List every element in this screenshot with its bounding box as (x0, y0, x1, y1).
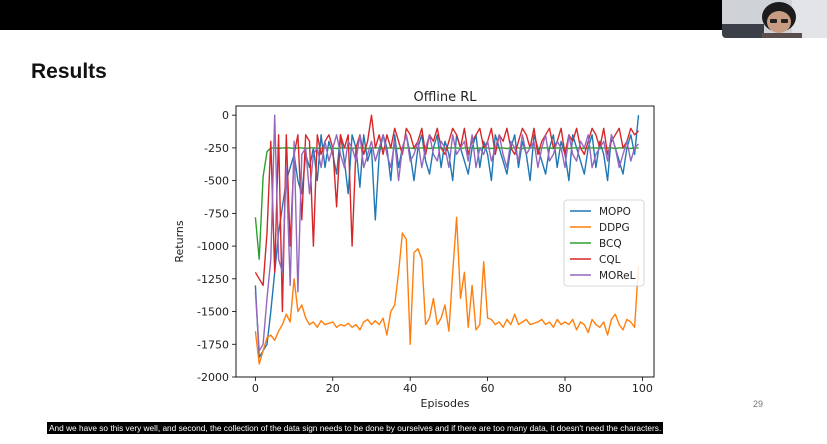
series-line-ddpg (254, 216, 640, 365)
y-tick-label: -2000 (197, 371, 229, 384)
y-tick-label: -750 (204, 207, 229, 220)
y-axis-label: Returns (173, 220, 186, 263)
series-line-cql (254, 114, 639, 313)
slide-page-number: 29 (753, 399, 764, 409)
x-tick-label: 80 (558, 382, 572, 395)
series-line-morel (254, 114, 639, 352)
y-tick-label: 0 (222, 109, 229, 122)
legend-label-bcq: BCQ (599, 238, 622, 250)
x-tick-label: 40 (403, 382, 417, 395)
x-tick-label: 60 (481, 382, 495, 395)
y-tick-label: -1000 (197, 240, 229, 253)
legend-label-mopo: MOPO (599, 206, 631, 218)
slide-title: Results (31, 60, 107, 83)
webcam-person-image (722, 0, 827, 38)
legend-label-ddpg: DDPG (599, 222, 630, 234)
x-tick-label: 20 (326, 382, 340, 395)
legend-box (563, 199, 645, 287)
legend-label-morel: MOReL (599, 270, 636, 282)
x-tick-label: 100 (632, 382, 653, 395)
y-tick-label: -500 (204, 175, 229, 188)
y-tick-label: -1750 (197, 338, 229, 351)
chart-title: Offline RL (413, 90, 477, 105)
x-axis-label: Episodes (421, 397, 470, 410)
webcam-thumbnail (722, 0, 827, 38)
x-tick-label: 0 (252, 382, 259, 395)
y-tick-label: -1250 (197, 273, 229, 286)
top-black-bar (0, 0, 827, 30)
y-tick-label: -250 (204, 142, 229, 155)
subtitle-caption: And we have so this very well, and secon… (47, 422, 664, 434)
legend-label-cql: CQL (599, 254, 621, 266)
y-tick-label: -1500 (197, 306, 229, 319)
